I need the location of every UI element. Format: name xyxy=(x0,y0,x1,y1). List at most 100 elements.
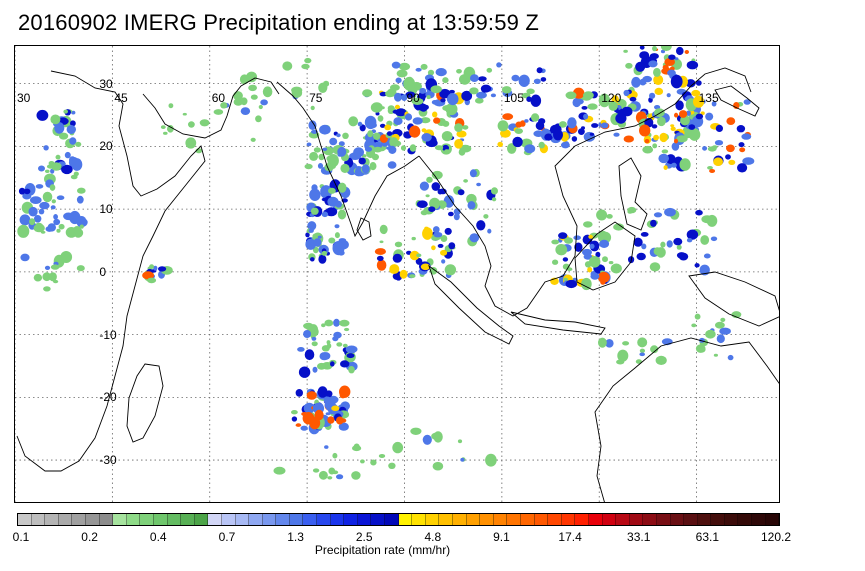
coastlines xyxy=(16,67,779,502)
colorbar-swatch xyxy=(684,514,698,525)
precip-cell xyxy=(444,264,457,276)
colorbar-swatch xyxy=(412,514,426,525)
colorbar-tick-label: 0.4 xyxy=(149,530,167,544)
colorbar-swatch xyxy=(480,514,494,525)
precip-cell xyxy=(565,279,578,289)
precip-cell xyxy=(686,110,691,116)
precip-cell xyxy=(688,128,701,141)
precip-cell xyxy=(304,163,313,170)
precip-cell xyxy=(326,343,332,349)
colorbar-swatch xyxy=(439,514,453,525)
precip-cell xyxy=(631,76,641,88)
precip-cell xyxy=(43,145,49,151)
latitude-label: -30 xyxy=(99,453,117,468)
colorbar-swatch xyxy=(18,514,32,525)
precip-cell xyxy=(737,163,748,173)
precip-cell xyxy=(337,182,347,193)
precip-cell xyxy=(486,67,493,73)
longitude-label: 135 xyxy=(698,90,719,105)
precip-cell xyxy=(30,196,42,205)
precip-cell xyxy=(462,125,469,130)
precip-cell xyxy=(544,133,553,141)
precip-cell xyxy=(578,128,585,135)
colorbar-swatch xyxy=(738,514,753,525)
precip-cell xyxy=(668,54,676,60)
precip-cell xyxy=(42,272,52,282)
precip-cell xyxy=(581,106,588,110)
precip-cell xyxy=(386,88,397,97)
colorbar-swatch xyxy=(317,514,331,525)
precip-cell xyxy=(524,119,529,123)
precip-cell xyxy=(589,132,595,136)
precip-cell xyxy=(635,359,643,364)
colorbar-tick-label: 33.1 xyxy=(627,530,651,544)
precip-cell xyxy=(337,146,347,157)
precip-cell xyxy=(79,224,84,229)
precip-cell xyxy=(348,366,355,374)
precip-cell xyxy=(77,187,86,194)
precip-cell xyxy=(741,133,752,140)
precip-cell xyxy=(317,362,326,370)
precip-cell xyxy=(470,74,479,82)
precip-cell xyxy=(163,131,168,135)
precip-cell xyxy=(400,145,407,151)
precip-cell xyxy=(324,445,329,449)
precip-cell xyxy=(739,147,746,153)
precip-cell xyxy=(623,49,628,53)
precip-cell xyxy=(364,115,377,130)
precip-cell xyxy=(339,418,347,423)
precip-cell xyxy=(318,82,328,93)
precip-cell xyxy=(334,232,340,239)
precip-cell xyxy=(715,321,725,329)
precip-cell xyxy=(304,57,312,64)
precip-cell xyxy=(33,223,45,233)
precip-cell xyxy=(636,252,646,261)
precip-cell xyxy=(307,221,317,231)
precip-cell xyxy=(375,111,380,116)
precip-cell xyxy=(691,89,701,97)
precip-cell xyxy=(583,113,589,120)
precip-cell xyxy=(387,105,395,112)
latitude-label: -20 xyxy=(99,390,117,405)
precip-cell xyxy=(320,185,332,198)
precip-cell xyxy=(321,323,326,328)
precip-cell xyxy=(328,187,336,194)
precip-cell xyxy=(642,75,652,83)
precip-cell xyxy=(483,214,489,219)
precip-cell xyxy=(501,86,512,94)
borneo-coastline xyxy=(574,221,636,291)
precip-cell xyxy=(654,87,664,95)
precip-cell xyxy=(425,194,430,198)
precip-cell xyxy=(736,125,746,133)
precip-cell xyxy=(653,212,663,218)
colorbar-swatch xyxy=(167,514,182,525)
precip-cell xyxy=(623,89,630,97)
precip-cell xyxy=(684,50,689,54)
se-asia-coastline xyxy=(418,115,656,317)
precip-cell xyxy=(449,89,455,94)
precip-cell xyxy=(317,163,324,169)
precip-cell xyxy=(700,235,710,245)
precip-cell xyxy=(303,330,312,338)
precip-cell xyxy=(649,262,661,272)
precip-cell xyxy=(610,263,622,274)
precip-cell xyxy=(336,342,343,347)
precip-cell xyxy=(533,78,541,84)
precip-cell xyxy=(333,318,340,327)
madagascar-coastline xyxy=(126,363,164,443)
precip-cell xyxy=(291,410,298,415)
precip-cell xyxy=(392,253,403,263)
precip-cell xyxy=(695,344,706,353)
colorbar-swatch xyxy=(235,514,250,525)
precip-cell xyxy=(262,86,273,98)
precip-cell xyxy=(613,132,620,137)
colorbar-title: Precipitation rate (mm/hr) xyxy=(314,543,451,557)
colorbar-swatch xyxy=(466,514,481,525)
precip-cell xyxy=(312,468,320,473)
precip-cell xyxy=(301,63,310,70)
precip-cell xyxy=(538,141,545,149)
precip-cell xyxy=(469,87,479,95)
precip-cell xyxy=(476,220,486,231)
precip-cell xyxy=(321,211,329,218)
precip-cell xyxy=(377,115,384,122)
